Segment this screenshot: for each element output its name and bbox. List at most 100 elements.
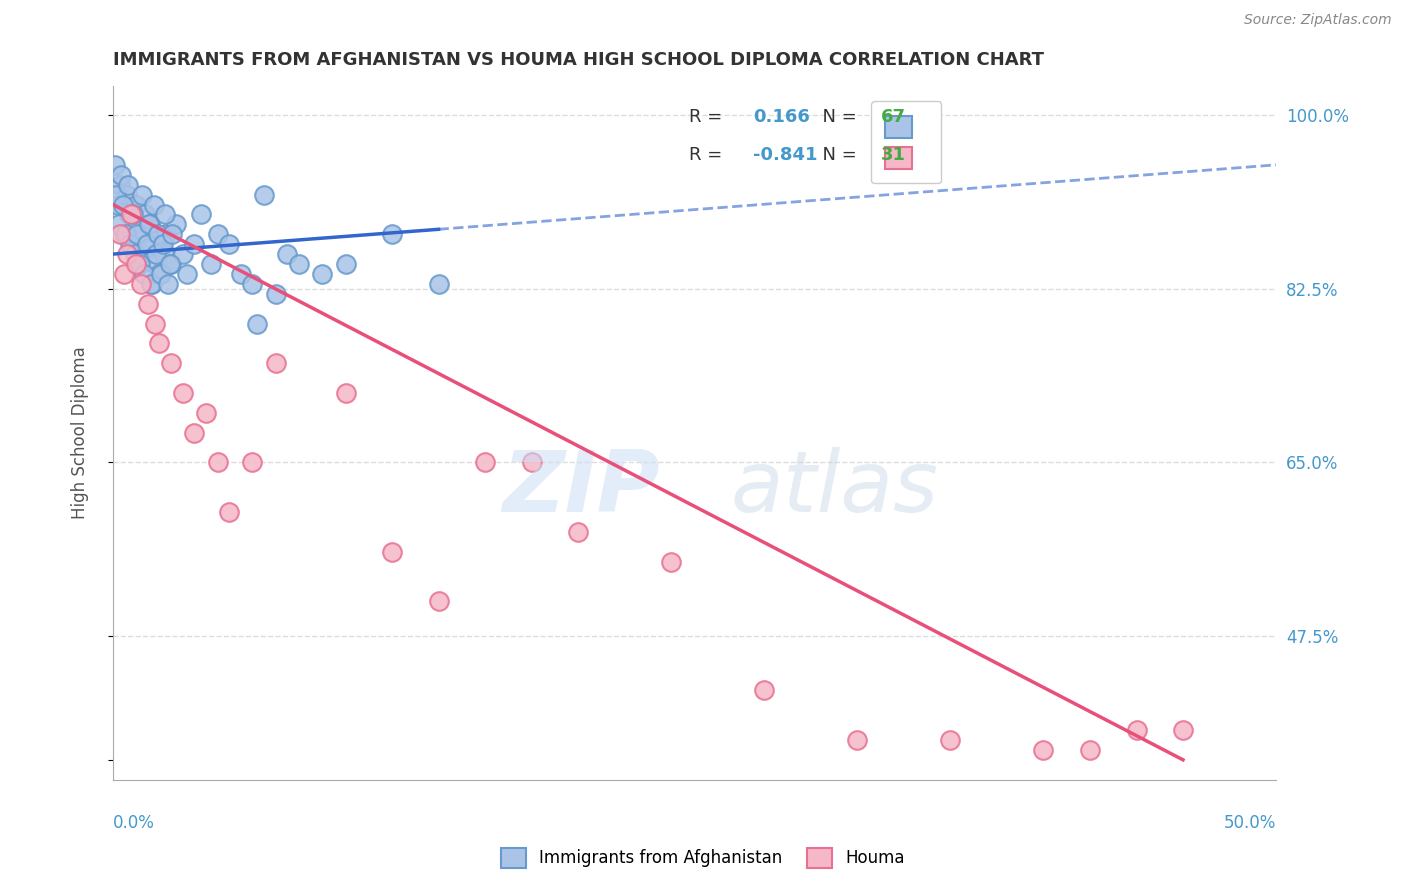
Point (218, 505, 240, 519)
Text: R =: R = (689, 146, 728, 164)
Point (121, 207, 143, 221)
Point (155, 227, 177, 242)
Point (159, 257, 181, 271)
Point (141, 277, 163, 291)
Point (139, 218, 162, 232)
Point (131, 187, 153, 202)
Point (176, 267, 198, 281)
Point (129, 227, 152, 242)
Point (165, 218, 187, 232)
Point (474, 455, 496, 469)
Point (118, 207, 141, 221)
Point (520, 455, 543, 469)
Point (218, 237, 240, 252)
Point (194, 406, 217, 420)
Point (160, 356, 183, 370)
Point (108, 178, 131, 192)
Point (135, 237, 157, 252)
Point (125, 257, 148, 271)
Point (108, 227, 131, 242)
Point (112, 197, 135, 211)
Point (141, 277, 163, 291)
Point (122, 218, 145, 232)
Point (153, 247, 176, 261)
Text: 0.166: 0.166 (752, 108, 810, 126)
Point (153, 207, 176, 221)
Text: ZIP: ZIP (502, 447, 659, 530)
Y-axis label: High School Diploma: High School Diploma (72, 346, 89, 519)
Point (335, 257, 357, 271)
Point (115, 247, 138, 261)
Point (107, 197, 129, 211)
Point (150, 237, 173, 252)
Text: 50.0%: 50.0% (1223, 814, 1277, 832)
Point (115, 187, 138, 202)
Text: atlas: atlas (730, 447, 938, 530)
Point (125, 197, 148, 211)
Text: IMMIGRANTS FROM AFGHANISTAN VS HOUMA HIGH SCHOOL DIPLOMA CORRELATION CHART: IMMIGRANTS FROM AFGHANISTAN VS HOUMA HIG… (112, 51, 1043, 69)
Point (200, 257, 222, 271)
Point (138, 218, 160, 232)
Point (121, 237, 143, 252)
Point (148, 227, 170, 242)
Point (381, 227, 404, 242)
Point (427, 277, 450, 291)
Text: 0.0%: 0.0% (112, 814, 155, 832)
Point (143, 317, 166, 331)
Point (207, 227, 229, 242)
Point (242, 455, 264, 469)
Point (253, 187, 276, 202)
Point (145, 247, 167, 261)
Text: N =: N = (811, 146, 862, 164)
Point (127, 227, 149, 242)
Point (846, 733, 869, 747)
Point (1032, 743, 1054, 757)
Point (172, 247, 194, 261)
Text: -0.841: -0.841 (752, 146, 817, 164)
Point (127, 257, 149, 271)
Point (136, 296, 159, 310)
Point (264, 286, 287, 301)
Point (120, 237, 142, 252)
Point (143, 257, 166, 271)
Point (1171, 723, 1194, 737)
Point (146, 227, 169, 242)
Point (124, 247, 146, 261)
Point (117, 178, 139, 192)
Point (567, 524, 589, 539)
Point (246, 317, 269, 331)
Point (148, 336, 170, 351)
Point (172, 386, 194, 401)
Point (121, 207, 143, 221)
Text: R =: R = (689, 108, 728, 126)
Point (288, 257, 311, 271)
Point (311, 267, 333, 281)
Point (754, 683, 776, 698)
Point (114, 227, 136, 242)
Point (156, 277, 179, 291)
Point (1125, 723, 1147, 737)
Point (242, 277, 264, 291)
Point (160, 227, 183, 242)
Point (160, 257, 183, 271)
Point (149, 267, 172, 281)
Point (659, 554, 682, 568)
Point (107, 218, 129, 232)
Point (427, 594, 450, 608)
Text: Source: ZipAtlas.com: Source: ZipAtlas.com (1244, 13, 1392, 28)
Legend: Immigrants from Afghanistan, Houma: Immigrants from Afghanistan, Houma (494, 841, 912, 875)
Point (264, 356, 287, 370)
Point (110, 168, 132, 182)
Point (104, 158, 127, 172)
Point (381, 544, 404, 558)
Point (142, 197, 165, 211)
Point (1078, 743, 1101, 757)
Point (207, 455, 229, 469)
Point (183, 425, 205, 440)
Point (132, 247, 155, 261)
Point (148, 267, 170, 281)
Point (276, 247, 298, 261)
Point (190, 207, 212, 221)
Point (105, 187, 128, 202)
Point (183, 237, 205, 252)
